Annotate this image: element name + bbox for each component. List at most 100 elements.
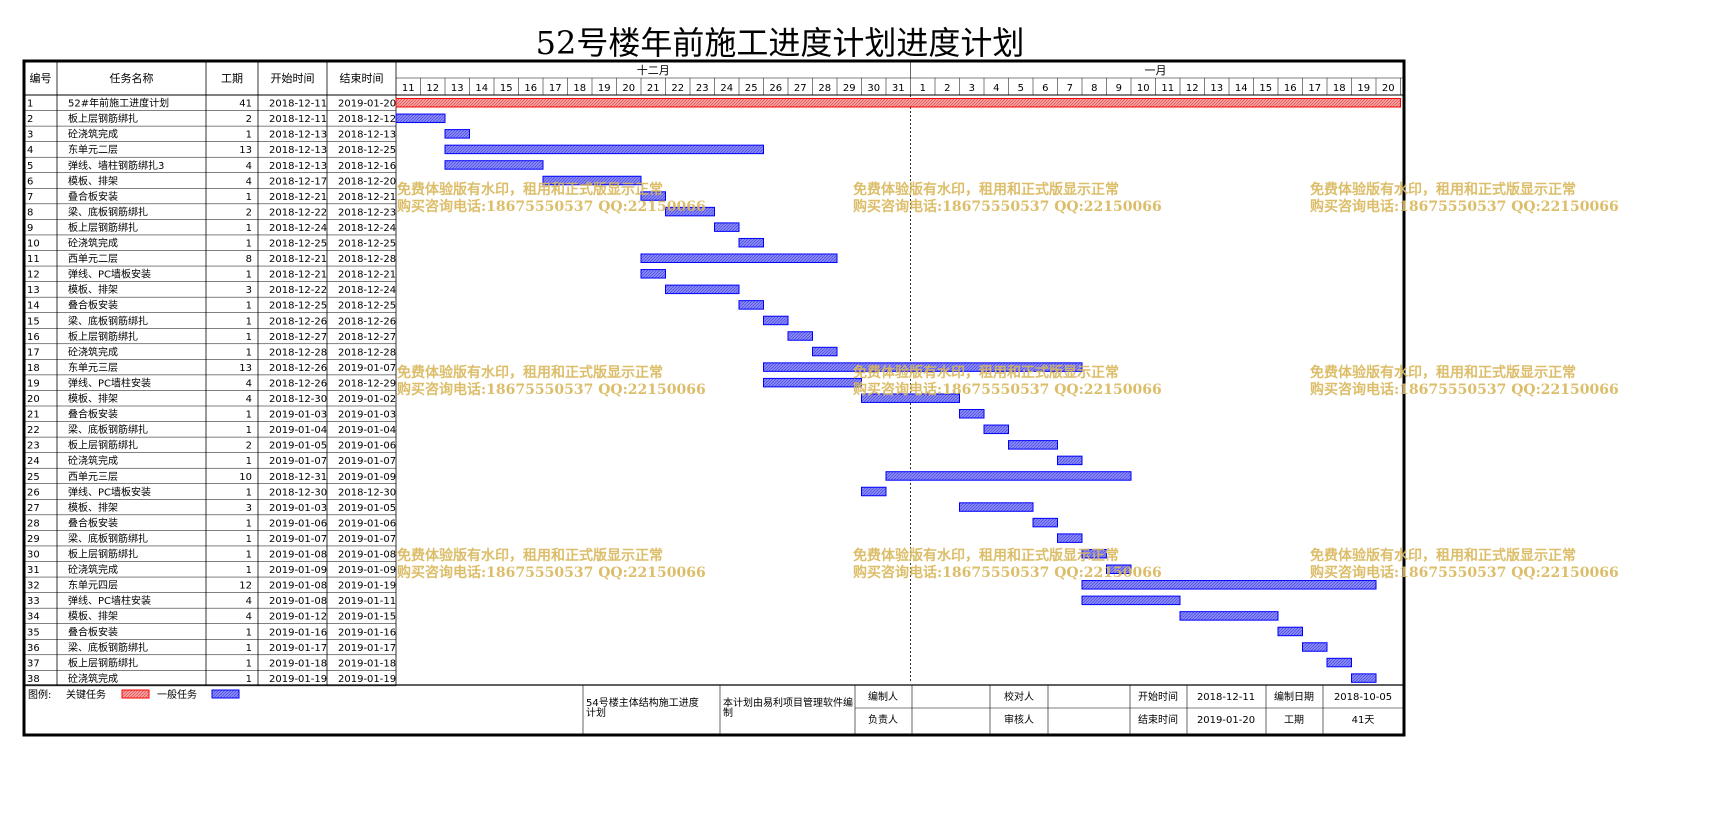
footer-project: 54号楼主体结构施工进度 <box>586 696 699 709</box>
watermark-text: 购买咨询电话:18675550537 QQ:22150066 <box>397 198 706 215</box>
task-duration: 1 <box>246 332 252 343</box>
task-start: 2018-12-30 <box>269 487 327 498</box>
task-start: 2018-12-27 <box>269 332 327 343</box>
task-start: 2018-12-24 <box>269 223 327 234</box>
task-id: 30 <box>27 550 40 561</box>
watermark-text: 购买咨询电话:18675550537 QQ:22150066 <box>1310 381 1619 398</box>
watermark-text: 购买咨询电话:18675550537 QQ:22150066 <box>853 198 1162 215</box>
task-name: 东单元四层 <box>68 579 118 592</box>
task-end: 2018-12-25 <box>338 145 396 156</box>
task-name: 弹线、墙柱钢筋绑扎3 <box>68 159 164 172</box>
task-start: 2019-01-06 <box>269 518 327 529</box>
task-bar <box>885 471 1132 481</box>
task-duration: 1 <box>246 347 252 358</box>
task-id: 36 <box>27 643 40 654</box>
day-tick-label: 20 <box>1382 83 1395 94</box>
task-duration: 3 <box>246 285 252 296</box>
task-duration: 1 <box>246 658 252 669</box>
legend-label: 图例: <box>28 688 51 701</box>
task-id: 33 <box>27 596 40 607</box>
task-duration: 12 <box>239 581 252 592</box>
day-tick-label: 17 <box>549 83 562 94</box>
task-id: 6 <box>27 176 33 187</box>
task-bar <box>444 144 764 155</box>
task-start: 2019-01-17 <box>269 643 327 654</box>
task-bar <box>983 424 1009 435</box>
task-start: 2018-12-22 <box>269 285 327 296</box>
task-name: 砼浇筑完成 <box>68 128 118 141</box>
task-end: 2018-12-28 <box>338 347 396 358</box>
watermark-text: 购买咨询电话:18675550537 QQ:22150066 <box>397 381 706 398</box>
task-duration: 2 <box>246 114 252 125</box>
task-bar <box>395 113 446 124</box>
task-name: 弹线、PC墙柱安装 <box>68 376 151 389</box>
column-header: 开始时间 <box>271 71 315 85</box>
task-id: 4 <box>27 145 33 156</box>
watermark-text: 免费体验版有水印，租用和正式版显示正常 <box>397 547 663 564</box>
task-duration: 4 <box>246 612 252 623</box>
watermark-text: 免费体验版有水印，租用和正式版显示正常 <box>1310 364 1576 381</box>
task-end: 2019-01-07 <box>338 456 396 467</box>
task-name: 梁、底板钢筋绑扎 <box>68 532 148 545</box>
legend-critical-label: 关键任务 <box>66 688 106 701</box>
task-start: 2019-01-08 <box>269 581 327 592</box>
task-end: 2018-12-30 <box>338 487 396 498</box>
task-name: 弹线、PC墙柱安装 <box>68 594 151 607</box>
task-duration: 8 <box>246 254 252 265</box>
day-tick-label: 27 <box>794 83 807 94</box>
task-start: 2019-01-07 <box>269 456 327 467</box>
legend-normal-swatch <box>211 689 240 699</box>
footer-start-label: 开始时间 <box>1138 690 1178 703</box>
task-bar <box>959 409 985 419</box>
month-header: 一月 <box>1145 64 1167 77</box>
task-id: 12 <box>27 270 40 281</box>
task-name: 模板、排架 <box>68 501 118 514</box>
task-bar <box>444 160 544 170</box>
task-end: 2019-01-16 <box>338 627 396 638</box>
task-start: 2018-12-13 <box>269 161 327 172</box>
watermark-text: 购买咨询电话:18675550537 QQ:22150066 <box>853 381 1162 398</box>
task-bar <box>640 191 666 201</box>
task-end: 2018-12-28 <box>338 254 396 265</box>
task-name: 52#年前施工进度计划 <box>68 97 169 110</box>
footer-compiler-label: 编制人 <box>868 690 898 703</box>
task-id: 31 <box>27 565 40 576</box>
watermark-text: 免费体验版有水印，租用和正式版显示正常 <box>853 364 1119 381</box>
task-start: 2019-01-08 <box>269 596 327 607</box>
task-name: 砼浇筑完成 <box>68 454 118 467</box>
task-bar <box>665 206 715 217</box>
task-start: 2019-01-07 <box>269 534 327 545</box>
task-start: 2018-12-21 <box>269 254 327 265</box>
task-id: 16 <box>27 332 40 343</box>
task-start: 2018-12-25 <box>269 239 327 250</box>
task-duration: 1 <box>246 410 252 421</box>
task-name: 叠合板安装 <box>68 408 118 421</box>
task-start: 2019-01-03 <box>269 410 327 421</box>
task-id: 37 <box>27 658 40 669</box>
day-tick-label: 20 <box>622 83 635 94</box>
day-tick-label: 13 <box>451 83 464 94</box>
task-start: 2019-01-12 <box>269 612 327 623</box>
month-header: 十二月 <box>637 63 670 77</box>
task-id: 11 <box>27 254 40 265</box>
day-tick-label: 14 <box>475 83 488 94</box>
watermark-text: 免费体验版有水印，租用和正式版显示正常 <box>397 181 663 198</box>
task-duration: 1 <box>246 534 252 545</box>
task-start: 2019-01-04 <box>269 425 327 436</box>
task-name: 叠合板安装 <box>68 516 118 529</box>
task-name: 砼浇筑完成 <box>68 563 118 576</box>
task-duration: 1 <box>246 316 252 327</box>
task-name: 东单元二层 <box>68 143 118 156</box>
task-end: 2018-12-12 <box>338 114 396 125</box>
task-end: 2018-12-26 <box>338 316 396 327</box>
task-start: 2019-01-09 <box>269 565 327 576</box>
task-duration: 1 <box>246 565 252 576</box>
footer-note: 本计划由易利项目管理软件编 <box>723 696 853 709</box>
task-id: 32 <box>27 581 40 592</box>
task-id: 23 <box>27 441 40 452</box>
task-bar <box>763 315 789 326</box>
task-id: 1 <box>27 99 33 110</box>
task-end: 2019-01-07 <box>338 363 396 374</box>
task-bar <box>861 486 887 497</box>
